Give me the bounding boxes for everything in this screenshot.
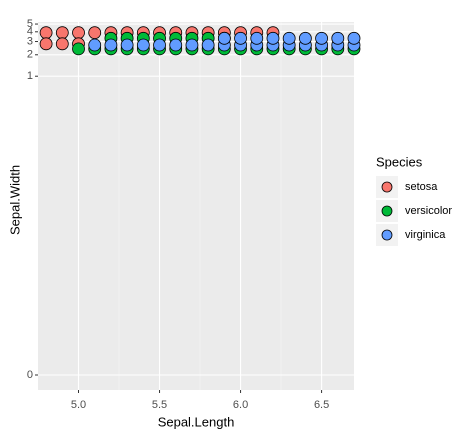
panel [38, 22, 354, 390]
point [39, 26, 53, 40]
point [234, 31, 247, 45]
point [266, 31, 280, 45]
x-tick-label: 5.0 [71, 399, 86, 411]
point [331, 31, 345, 45]
point [169, 38, 183, 52]
point [55, 37, 69, 51]
point [250, 31, 264, 45]
point [55, 26, 69, 40]
y-axis-title: Sepal.Width [7, 165, 22, 235]
y-tick-label: 0 [27, 369, 33, 381]
point [153, 38, 166, 52]
legend-marker [381, 205, 393, 217]
y-tick-label: 5 [27, 18, 33, 30]
legend-marker [381, 229, 393, 241]
point [120, 38, 134, 52]
point [72, 26, 85, 40]
point [104, 38, 118, 52]
x-tick-label: 6.0 [233, 399, 248, 411]
x-axis-title: Sepal.Length [158, 414, 235, 429]
point [72, 42, 85, 56]
legend-label: setosa [405, 181, 438, 193]
y-tick-label: 4 [27, 26, 33, 38]
point [298, 31, 312, 45]
y-tick-label: 3 [27, 35, 33, 47]
point [88, 38, 102, 52]
y-tick-label: 2 [27, 49, 33, 61]
x-tick-label: 6.5 [314, 399, 329, 411]
point [282, 31, 296, 45]
legend-label: versicolor [405, 205, 452, 217]
x-tick-label: 5.5 [152, 399, 167, 411]
legend-label: virginica [405, 229, 446, 241]
point [347, 31, 361, 45]
point [185, 38, 199, 52]
point [217, 31, 231, 45]
y-tick-label: 1 [27, 70, 33, 82]
point [88, 26, 102, 40]
point [315, 31, 328, 45]
point [201, 38, 215, 52]
legend-marker [381, 181, 393, 193]
legend-title: Species [376, 154, 423, 169]
point [39, 37, 53, 51]
point [136, 38, 150, 52]
